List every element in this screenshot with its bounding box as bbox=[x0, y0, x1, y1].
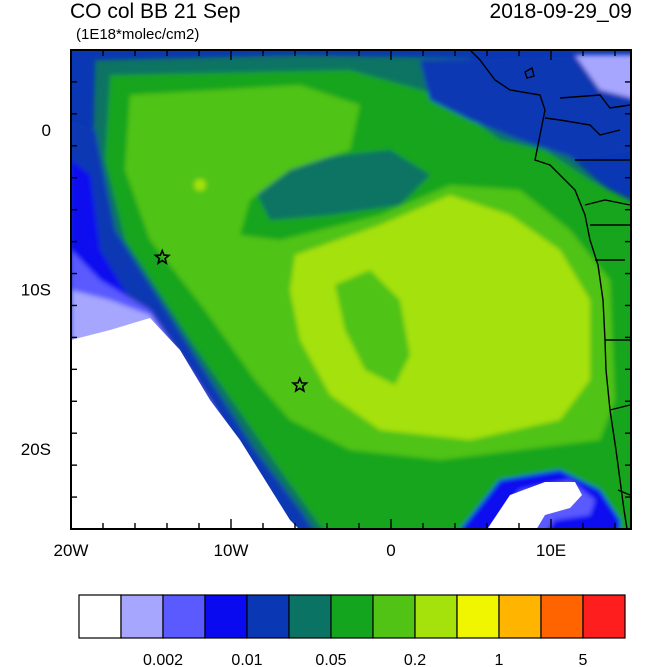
x-tick-label: 10W bbox=[214, 541, 249, 560]
co-ne-blue bbox=[420, 55, 631, 160]
colorbar-swatch bbox=[204, 594, 248, 639]
x-tick-label: 0 bbox=[386, 541, 395, 560]
map-title: CO col BB 21 Sep bbox=[70, 0, 241, 23]
colorbar-swatch bbox=[288, 594, 332, 639]
x-tick-label: 20W bbox=[54, 541, 89, 560]
africa-coastline bbox=[469, 50, 628, 529]
bioko-island bbox=[524, 66, 535, 79]
plot-frame bbox=[70, 49, 632, 530]
x-tick-label: 10E bbox=[536, 541, 566, 560]
x-axis: 20W 10W 0 10E bbox=[54, 50, 616, 560]
colorbar-label: 5 bbox=[579, 652, 588, 667]
co-inner-patch bbox=[335, 270, 410, 385]
colorbar: 0.002 0.01 0.05 0.2 1 5 bbox=[78, 594, 626, 667]
colorbar-swatch bbox=[456, 594, 500, 639]
colorbar-label: 0.002 bbox=[143, 652, 183, 667]
coastlines bbox=[469, 50, 631, 529]
colorbar-swatch bbox=[246, 594, 290, 639]
colorbar-swatch bbox=[582, 594, 626, 639]
colorbar-label: 1 bbox=[495, 652, 504, 667]
country-borders bbox=[544, 94, 631, 496]
star-marker bbox=[290, 376, 309, 393]
y-axis: 0 10S 20S bbox=[21, 49, 631, 530]
co-ne-lightblue bbox=[575, 55, 631, 98]
colorbar-swatch bbox=[162, 594, 206, 639]
colorbar-swatch bbox=[330, 594, 374, 639]
no-data-region-se bbox=[487, 482, 582, 529]
colorbar-label: 0.2 bbox=[404, 652, 426, 667]
colorbar-swatch bbox=[372, 594, 416, 639]
colorbar-swatch bbox=[120, 594, 164, 639]
colorbar-label: 0.05 bbox=[315, 652, 346, 667]
y-tick-label: 20S bbox=[21, 440, 51, 459]
no-data-region-sw bbox=[71, 318, 299, 529]
valid-time: 2018-09-29_09 bbox=[489, 0, 632, 23]
star-marker bbox=[153, 248, 171, 265]
colorbar-swatch bbox=[498, 594, 542, 639]
colorbar-label: 0.01 bbox=[231, 652, 262, 667]
co-teal-patch bbox=[255, 150, 430, 220]
colorbar-swatch bbox=[78, 594, 122, 639]
marker-layer bbox=[153, 248, 309, 393]
co-level-0.2-0.5 bbox=[290, 195, 590, 440]
y-tick-label: 0 bbox=[42, 121, 51, 140]
colorbar-swatch bbox=[540, 594, 584, 639]
y-tick-label: 10S bbox=[21, 281, 51, 300]
map-plot-area: 20W 10W 0 10E 0 10S 20S bbox=[21, 49, 632, 560]
colorbar-swatch bbox=[414, 594, 458, 639]
units-label: (1E18*molec/cm2) bbox=[76, 26, 200, 43]
